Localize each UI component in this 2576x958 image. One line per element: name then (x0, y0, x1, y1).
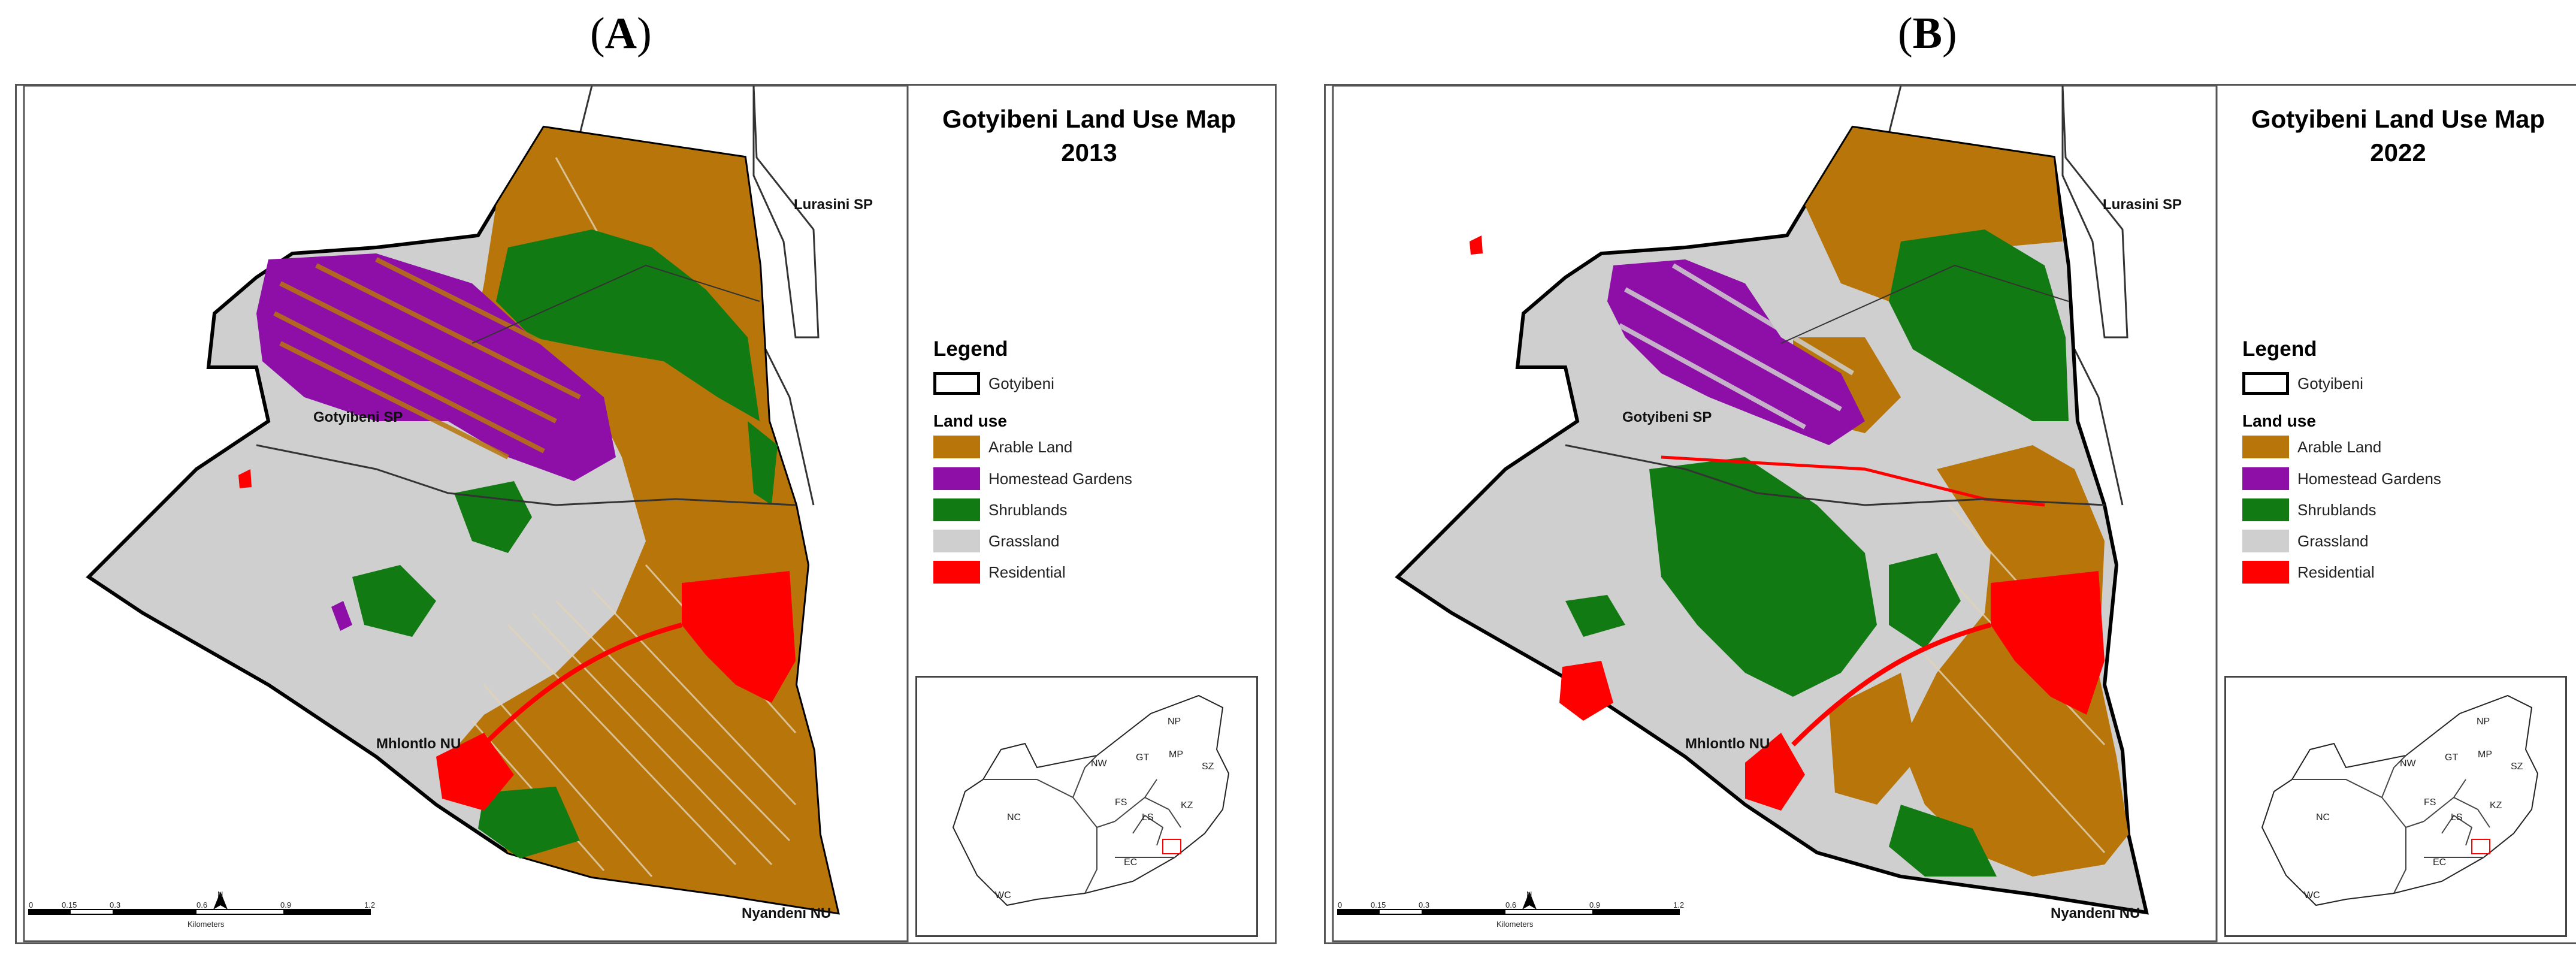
shrubland-north (1889, 229, 2069, 421)
residential-east (1991, 571, 2105, 715)
internal-boundary (256, 444, 796, 506)
shrubland-south (478, 787, 580, 859)
legend-subtitle: Land use (2242, 412, 2316, 430)
study-area-box (1162, 839, 1181, 854)
legend-item-arable: Arable Land (2242, 435, 2381, 459)
shrubland-west (352, 565, 436, 637)
map-title-b: Gotyibeni Land Use Map 2022 (2251, 105, 2545, 167)
legend-subtitle: Land use (933, 412, 1007, 430)
north-arrow-icon (1522, 891, 1537, 909)
residential-east (682, 571, 796, 703)
residential-road (482, 622, 683, 747)
legend-title: Legend (2242, 337, 2317, 361)
shrubland-centre (454, 481, 532, 553)
legend-boundary: Gotyibeni (933, 371, 1054, 395)
legend-item-shrublands: Shrublands (2242, 498, 2377, 522)
north-arrow-icon (213, 891, 228, 909)
gardens-texture (273, 257, 593, 460)
shrubland-middle (1889, 553, 1961, 649)
scale-bar: N 0 0.15 0.3 0.6 0.9 1.2 Kilometers (1338, 890, 1685, 929)
south-africa-outline (952, 694, 1230, 906)
legend-title: Legend (933, 337, 1008, 361)
legend-item-homestead: Homestead Gardens (933, 467, 1132, 491)
map-panel-a: Lurasini SP Gotyibeni SP Mhlontlo NU Nya… (15, 84, 1277, 944)
legend-item-grassland: Grassland (2242, 529, 2369, 553)
residential-west (1559, 661, 1613, 721)
scale-bar: N 0 0.15 0.3 0.6 0.9 1.2 Kilometers (29, 890, 376, 929)
shrubland-south (1889, 805, 1997, 877)
shrubland-north (496, 229, 760, 421)
shrubland-centre (1649, 457, 1877, 697)
legend-item-homestead: Homestead Gardens (2242, 467, 2441, 491)
place-label-mhlontlo: Mhlontlo NU (1685, 736, 1770, 752)
homestead-gardens (256, 253, 616, 481)
panel-label-b: (B) (1898, 9, 1957, 58)
place-label-nyandeni: Nyandeni NU (2051, 905, 2140, 921)
land-use-map-a (23, 86, 909, 942)
map-frame (23, 86, 909, 942)
place-label-nyandeni: Nyandeni NU (742, 905, 832, 921)
neighbour-outline (752, 86, 820, 339)
land-use-map-b (1332, 86, 2218, 942)
place-label-gotyibeni: Gotyibeni SP (1622, 409, 1712, 425)
shrubland-east (748, 421, 778, 505)
legend-item-residential: Residential (933, 560, 1066, 584)
panel-label-a: (A) (590, 9, 652, 58)
legend-item-arable: Arable Land (933, 435, 1072, 459)
arable-south (1829, 673, 1919, 805)
internal-boundary (1565, 444, 2105, 506)
residential-mhlontlo (1745, 733, 1805, 811)
residential-road (1791, 622, 1992, 747)
legend-boundary: Gotyibeni (2242, 371, 2363, 395)
legend-item-residential: Residential (2242, 560, 2375, 584)
study-area-box (2471, 839, 2490, 854)
place-label-lurasini: Lurasini SP (2103, 197, 2182, 213)
map-frame (1332, 86, 2218, 942)
residential-road-north (1661, 455, 2045, 507)
legend-item-shrublands: Shrublands (933, 498, 1068, 522)
south-africa-inset: NP NW GT MP SZ NC FS LS KZ EC WC (915, 676, 1258, 937)
place-label-lurasini: Lurasini SP (794, 197, 873, 213)
neighbour-outline (2061, 86, 2128, 339)
map-panel-b: Lurasini SP Gotyibeni SP Mhlontlo NU Nya… (1324, 84, 2576, 944)
arable-north (1805, 128, 2063, 301)
map-title-a: Gotyibeni Land Use Map 2013 (942, 105, 1236, 167)
place-label-mhlontlo: Mhlontlo NU (376, 736, 461, 752)
south-africa-inset: NP NW GT MP SZ NC FS LS KZ EC WC (2224, 676, 2567, 937)
legend-item-grassland: Grassland (933, 529, 1060, 553)
residential-mhlontlo (436, 733, 514, 811)
place-label-gotyibeni: Gotyibeni SP (313, 409, 403, 425)
south-africa-outline (2261, 694, 2539, 906)
gardens-texture (1618, 263, 1855, 430)
